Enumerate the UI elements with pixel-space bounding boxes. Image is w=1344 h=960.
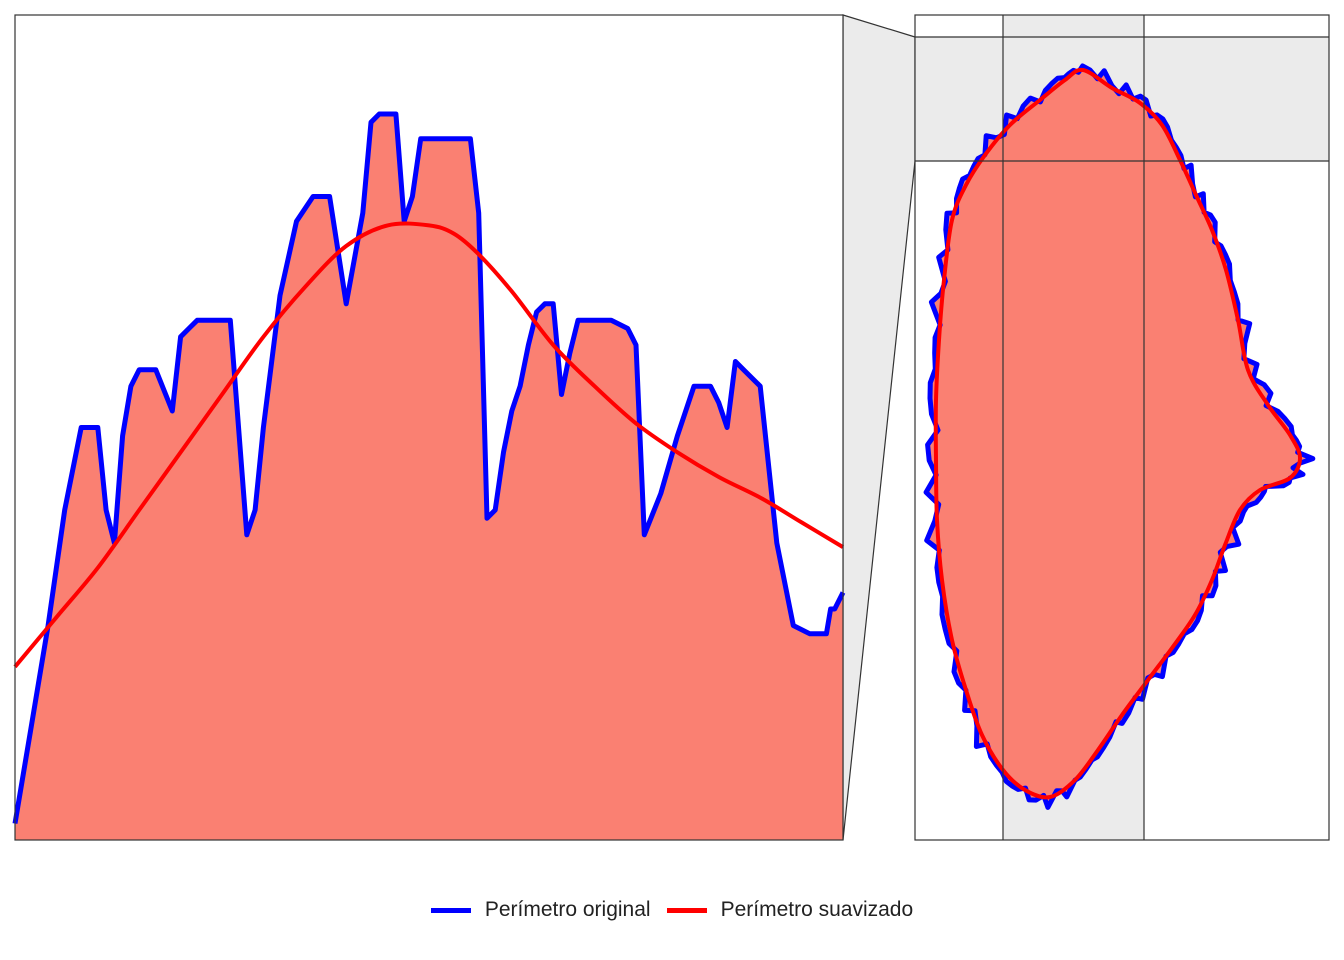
detail-panel bbox=[12, 14, 846, 841]
shape-smoothed-outline bbox=[933, 67, 1303, 800]
original-perimeter-fill bbox=[15, 114, 843, 840]
legend-label-original: Perímetro original bbox=[484, 898, 651, 921]
inset-panel-frame bbox=[914, 14, 1330, 841]
legend-item-original: Perímetro original bbox=[430, 898, 651, 922]
zoom-connector bbox=[842, 14, 916, 841]
legend-swatch-smoothed bbox=[666, 907, 707, 913]
legend-label-smoothed: Perímetro suavizado bbox=[720, 898, 914, 921]
shape-fill bbox=[926, 66, 1313, 808]
inset-panel bbox=[914, 14, 1330, 841]
legend-swatch-original bbox=[430, 907, 471, 913]
legend-item-smoothed: Perímetro suavizado bbox=[666, 898, 914, 922]
smoothed-perimeter-line bbox=[13, 221, 845, 669]
detail-panel-frame bbox=[14, 14, 844, 841]
legend: Perímetro original Perímetro suavizado bbox=[0, 890, 1344, 930]
original-perimeter-line bbox=[12, 111, 846, 824]
